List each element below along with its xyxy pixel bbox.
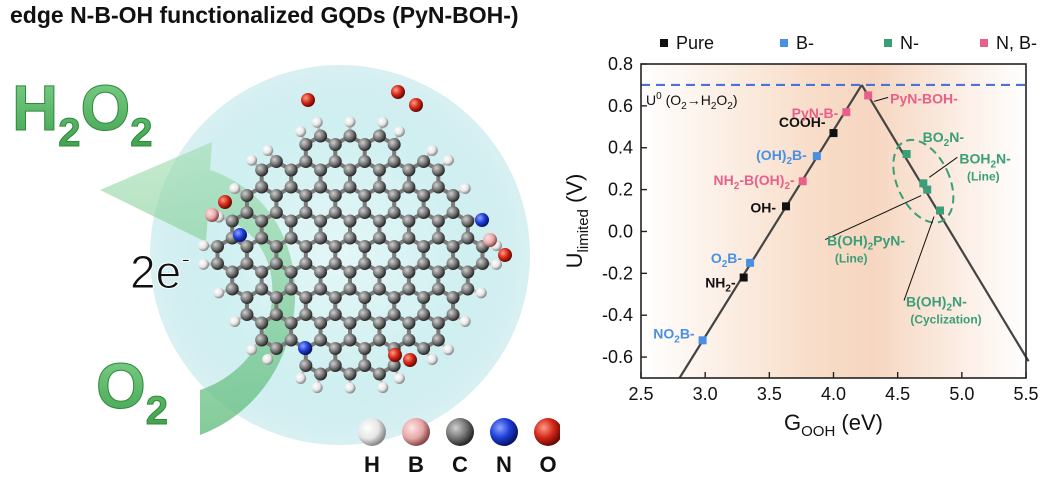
atom-ball-c <box>446 418 474 446</box>
legend-marker <box>660 39 668 47</box>
data-point <box>919 179 928 188</box>
data-label-note: (Line) <box>835 252 868 266</box>
data-point <box>864 91 873 100</box>
legend-marker <box>884 39 892 47</box>
y-tick-label: -0.6 <box>602 347 633 367</box>
data-label: B(OH)2PyN- <box>827 233 905 253</box>
data-label: (OH)2B- <box>756 147 807 167</box>
data-label: NH2-B(OH)2- <box>714 172 795 192</box>
y-tick-label: 0.6 <box>608 96 633 116</box>
page-title: edge N-B-OH functionalized GQDs (PyN-BOH… <box>10 2 519 28</box>
data-label: O2B- <box>711 250 743 270</box>
data-label: PyN-BOH- <box>890 90 958 106</box>
atom-label-n: N <box>496 452 512 477</box>
data-label: BO2N- <box>923 129 965 149</box>
callout-line <box>824 195 922 241</box>
data-point <box>746 258 755 267</box>
atom-label-o: O <box>539 452 556 477</box>
data-label: NO2B- <box>653 325 695 345</box>
data-label: OH- <box>750 199 776 215</box>
product-label: H2O2 <box>12 72 153 155</box>
data-point <box>739 273 748 282</box>
callout-line <box>903 216 935 301</box>
data-label: BOH2N- <box>959 150 1011 170</box>
atom-label-b: B <box>408 452 424 477</box>
data-label: PyN-B- <box>792 105 839 121</box>
reactant-label: O2 <box>96 350 168 433</box>
callout-line <box>874 96 889 102</box>
y-tick-label: -0.2 <box>602 263 633 283</box>
x-tick-label: 4.5 <box>885 384 910 404</box>
x-tick-label: 4.0 <box>821 384 846 404</box>
data-point <box>829 129 838 138</box>
y-tick-label: 0.4 <box>608 138 633 158</box>
y-tick-label: 0.8 <box>608 54 633 74</box>
y-axis-label: Ulimited (V) <box>562 174 592 269</box>
data-point <box>902 150 911 159</box>
plot-frame <box>640 63 1027 379</box>
halo-background <box>150 65 530 445</box>
graphene-quantum-dot <box>198 85 512 394</box>
data-point <box>936 206 945 215</box>
data-point <box>798 177 807 186</box>
y-tick-label: -0.4 <box>602 305 633 325</box>
x-tick-label: 3.0 <box>693 384 718 404</box>
x-tick-label: 5.5 <box>1013 384 1038 404</box>
data-label-note: (Line) <box>967 169 1000 183</box>
y-tick-label: 0.2 <box>608 180 633 200</box>
y-tick-label: 0.0 <box>608 221 633 241</box>
atom-ball-n <box>490 418 518 446</box>
atom-ball-b <box>402 418 430 446</box>
data-label: NH2- <box>705 275 736 295</box>
data-point <box>923 185 932 194</box>
atom-label-h: H <box>364 452 380 477</box>
data-point <box>782 202 791 211</box>
legend-label: N- <box>900 33 919 53</box>
data-point <box>842 108 851 117</box>
atom-ball-h <box>358 418 386 446</box>
electron-label: 2e- <box>130 243 191 298</box>
x-tick-label: 3.5 <box>757 384 782 404</box>
data-label-note: (Cyclization) <box>910 313 981 327</box>
x-tick-label: 5.0 <box>949 384 974 404</box>
atom-label-c: C <box>452 452 468 477</box>
x-axis-label: GOOH (eV) <box>784 410 883 440</box>
volcano-chart: 2.5 3.0 3.5 4.0 4.5 5.0 5.5 0.8 0.6 0.4 0.2 0.0 -0.2… <box>562 33 1039 440</box>
legend-marker <box>980 39 988 47</box>
data-point <box>698 336 707 345</box>
plot-area <box>641 64 1026 378</box>
legend-label: Pure <box>676 33 714 53</box>
atom-ball-o <box>534 418 560 446</box>
x-tick-label: 2.5 <box>628 384 653 404</box>
n-cluster-ellipse <box>892 138 955 224</box>
data-label: COOH- <box>779 114 826 130</box>
data-point <box>812 152 821 161</box>
callout-line <box>929 156 958 178</box>
legend-label: B- <box>796 33 814 53</box>
reaction-illustration: H2O2 2e- O2 H B C N O <box>12 65 560 477</box>
volcano-right-line <box>860 84 1030 362</box>
legend-marker <box>780 39 788 47</box>
legend-label: N, B- <box>996 33 1037 53</box>
equilibrium-label: U0 (O2→H2O2) <box>646 91 738 112</box>
data-label: B(OH)2N- <box>906 294 967 314</box>
